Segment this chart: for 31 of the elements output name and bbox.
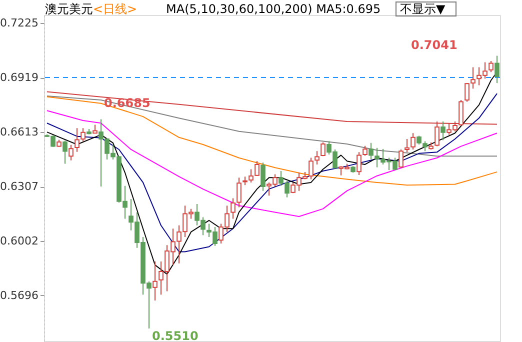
candlestick — [260, 162, 266, 192]
y-tick-label: 0.7225 — [0, 16, 38, 30]
candlestick — [314, 150, 320, 165]
annotation: 0.7041 — [411, 38, 458, 52]
candlestick — [368, 142, 374, 160]
candlestick — [236, 177, 242, 208]
candlestick — [404, 138, 410, 153]
candlestick — [68, 144, 74, 161]
candlestick — [398, 148, 404, 168]
y-tick-label: 0.6307 — [0, 180, 38, 194]
line-series — [46, 96, 498, 157]
line-series — [46, 96, 498, 186]
y-tick-label: 0.6002 — [0, 234, 38, 248]
candlestick — [488, 60, 494, 73]
line-series — [46, 93, 498, 252]
candlestick — [494, 55, 500, 84]
candlestick — [320, 142, 326, 157]
y-tick-label: 0.5696 — [0, 288, 38, 302]
line-series — [46, 110, 498, 217]
candlestick — [440, 121, 446, 141]
y-tick-label: 0.6613 — [0, 126, 38, 139]
annotation: MA(5,10,30,60,100,200) MA5:0.695 — [166, 2, 381, 16]
annotation: 0.5510 — [152, 329, 198, 342]
candlestick — [410, 132, 416, 150]
y-tick-label: 0.6919 — [0, 71, 38, 84]
candlestick — [230, 198, 236, 220]
annotation: 不显示▼ — [400, 2, 446, 16]
candlestick — [152, 261, 158, 302]
candlestick — [62, 140, 68, 164]
chart-subtitle: <日线> — [93, 2, 138, 16]
chart-title: 澳元美元 — [45, 2, 93, 16]
